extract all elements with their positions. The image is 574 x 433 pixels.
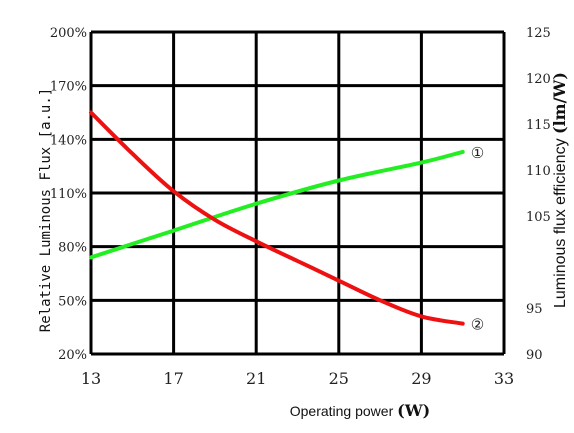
y-axis-left-label: Relative Luminous Flux [a.u.]	[38, 88, 54, 332]
series-marker-1: ①	[471, 144, 484, 162]
y-left-tick-label: 140%	[50, 133, 87, 148]
x-tick-label: 21	[246, 369, 266, 388]
y-right-tick-label: 125	[526, 26, 551, 41]
y-right-tick-label: 115	[526, 118, 551, 133]
y-left-tick-label: 110%	[50, 187, 87, 202]
y-left-tick-label: 200%	[50, 26, 87, 41]
y-left-tick-label: 50%	[58, 294, 87, 309]
y-right-tick-label: 90	[526, 348, 543, 363]
y-right-tick-label: 105	[526, 210, 551, 225]
plot-frame	[89, 32, 504, 356]
series-line-1	[89, 149, 465, 260]
y-axis-right-label: Luminous flux efficiency (lm/W)	[550, 72, 569, 308]
right-axis-ticks: 90 95 105 110 115 120 125	[526, 26, 551, 363]
y-right-tick-label: 95	[526, 302, 543, 317]
series-marker-2: ②	[471, 316, 484, 334]
left-axis-ticks: 20% 50% 80% 110% 140% 170% 200%	[50, 26, 87, 363]
x-tick-label: 29	[411, 369, 431, 388]
x-axis-label: Operating power (W)	[290, 401, 431, 420]
series-markers: ①②	[471, 144, 484, 334]
x-tick-label: 17	[163, 369, 183, 388]
y-left-tick-label: 170%	[50, 80, 87, 95]
y-right-tick-label: 110	[526, 164, 551, 179]
x-tick-label: 33	[494, 369, 514, 388]
x-tick-label: 13	[81, 369, 101, 388]
y-right-tick-label: 120	[526, 72, 551, 87]
y-left-tick-label: 80%	[58, 241, 87, 256]
series-layer	[89, 110, 465, 326]
y-left-tick-label: 20%	[58, 348, 87, 363]
x-tick-label: 25	[329, 369, 349, 388]
series-line-2	[89, 110, 465, 326]
x-axis-ticks: 13 17 21 25 29 33	[81, 369, 514, 388]
grid	[91, 30, 506, 354]
